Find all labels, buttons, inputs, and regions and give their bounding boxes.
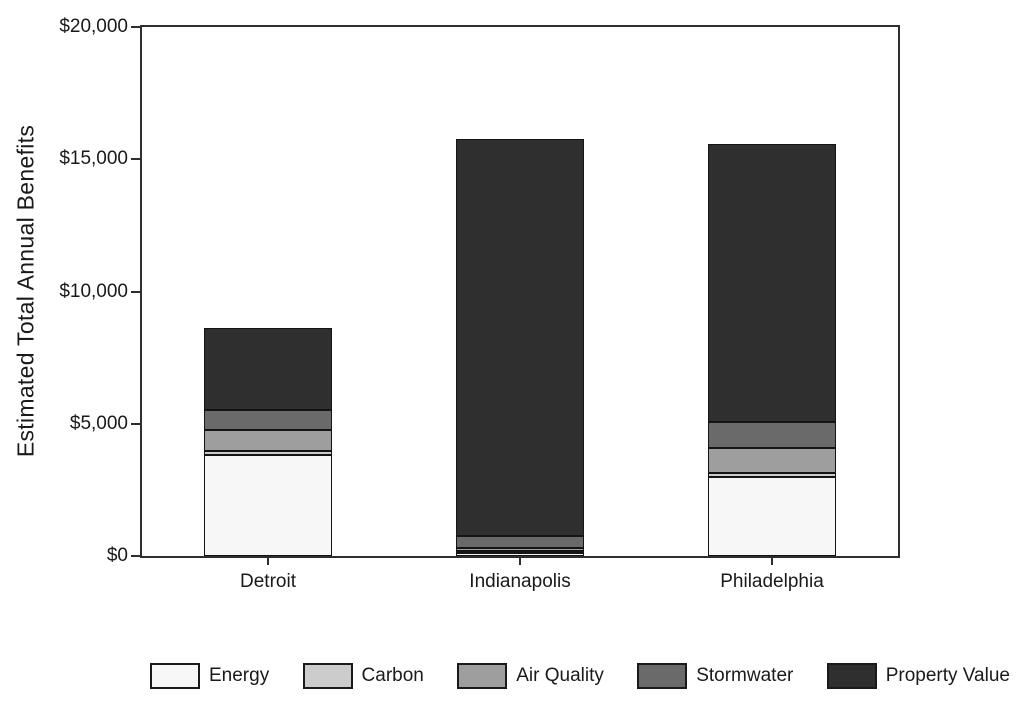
segment-air-quality-indianapolis — [456, 548, 584, 551]
y-axis-tick-mark — [131, 422, 140, 425]
legend-item-energy: Energy — [150, 663, 269, 689]
legend-swatch-carbon — [302, 663, 353, 689]
bar-philadelphia — [708, 144, 836, 556]
legend-label-air-quality: Air Quality — [516, 665, 604, 686]
segment-carbon-indianapolis — [456, 551, 584, 553]
legend-item-stormwater: Stormwater — [637, 663, 793, 689]
segment-energy-indianapolis — [456, 553, 584, 556]
legend-label-stormwater: Stormwater — [696, 665, 794, 686]
legend-swatch-property-value — [826, 663, 877, 689]
y-axis-tick-mark — [131, 158, 140, 161]
legend-label-property-value: Property Value — [885, 665, 1010, 686]
segment-energy-detroit — [204, 455, 332, 556]
y-axis-tick-mark — [131, 26, 140, 28]
legend: Energy Carbon Air Quality Stormwater Propert… — [150, 663, 1010, 689]
x-axis-tick-mark — [267, 558, 269, 565]
legend-item-carbon: Carbon — [302, 663, 424, 689]
bar-indianapolis — [456, 139, 584, 556]
x-axis-label-philadelphia: Philadelphia — [720, 571, 824, 592]
segment-stormwater-detroit — [204, 410, 332, 430]
legend-label-energy: Energy — [209, 665, 270, 686]
x-axis-label-detroit: Detroit — [240, 571, 296, 592]
legend-swatch-energy — [150, 663, 200, 689]
y-axis-tick-label: $0 — [106, 545, 128, 566]
y-axis-tick-label: $10,000 — [59, 280, 128, 302]
segment-air-quality-philadelphia — [708, 448, 836, 473]
plot-area — [140, 25, 900, 558]
x-axis-tick-mark — [519, 558, 521, 565]
legend-swatch-stormwater — [637, 663, 688, 689]
legend-item-air-quality: Air Quality — [457, 663, 604, 689]
x-axis-label-indianapolis: Indianapolis — [469, 571, 571, 592]
legend-swatch-air-quality — [457, 663, 508, 689]
y-axis-tick-mark — [131, 555, 140, 557]
x-axis-tick-mark — [771, 558, 773, 565]
segment-stormwater-indianapolis — [456, 536, 584, 548]
y-axis-tick-label: $20,000 — [59, 16, 128, 37]
segment-property-value-indianapolis — [456, 139, 584, 536]
y-axis-tick-label: $15,000 — [59, 148, 128, 170]
segment-carbon-detroit — [204, 451, 332, 455]
y-axis-tick-label: $5,000 — [69, 412, 128, 434]
segment-property-value-philadelphia — [708, 144, 836, 422]
segment-carbon-philadelphia — [708, 473, 836, 477]
segment-air-quality-detroit — [204, 430, 332, 451]
y-axis-tick-mark — [131, 290, 140, 293]
segment-stormwater-philadelphia — [708, 422, 836, 448]
segment-property-value-detroit — [204, 328, 332, 410]
bar-detroit — [204, 328, 332, 556]
segment-energy-philadelphia — [708, 477, 836, 556]
legend-item-property-value: Property Value — [826, 663, 1010, 689]
legend-label-carbon: Carbon — [361, 665, 424, 686]
